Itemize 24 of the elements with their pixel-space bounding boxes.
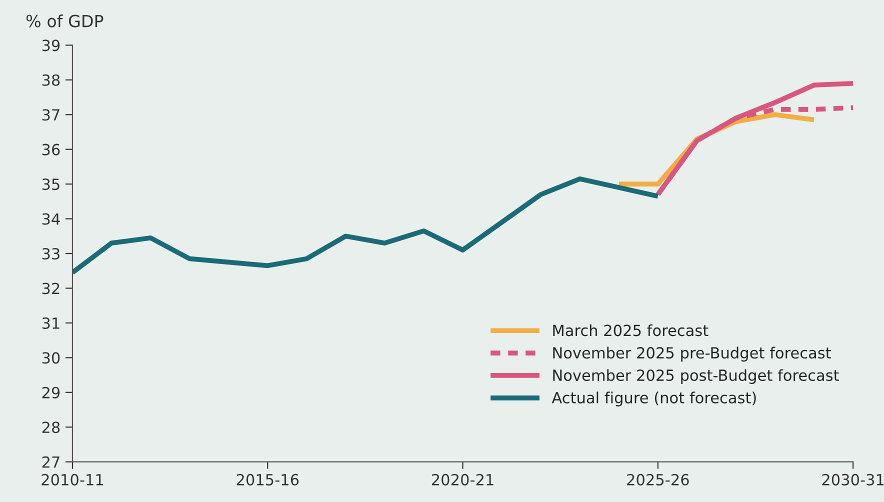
x-tick-label: 2030-31 xyxy=(822,474,884,486)
y-axis-title: % of GDP xyxy=(26,14,104,28)
y-tick-label: 29 xyxy=(42,386,60,398)
legend-label: November 2025 pre-Budget forecast xyxy=(553,346,831,362)
x-tick-label: 2010-11 xyxy=(42,474,103,486)
y-tick-label: 34 xyxy=(42,213,60,225)
legend-label: March 2025 forecast xyxy=(553,324,708,336)
y-tick-label: 27 xyxy=(42,456,60,468)
y-tick-label: 38 xyxy=(42,74,60,86)
y-tick-label: 37 xyxy=(42,109,60,121)
x-tick-label: 2020-21 xyxy=(432,474,494,486)
y-tick-label: 39 xyxy=(42,40,60,52)
y-tick-label: 33 xyxy=(42,248,60,260)
y-tick-label: 28 xyxy=(42,422,60,434)
line-series xyxy=(72,176,660,276)
legend-label: November 2025 post-Budget forecast xyxy=(553,369,839,384)
y-tick-label: 31 xyxy=(42,317,60,329)
x-tick-label: 2015-16 xyxy=(236,474,299,486)
x-tick-label: 2025-26 xyxy=(627,474,689,486)
y-tick-label: 32 xyxy=(42,282,60,294)
legend-label: Actual figure (not forecast) xyxy=(552,392,756,406)
y-tick-label: 36 xyxy=(42,144,60,156)
y-tick-label: 35 xyxy=(42,178,60,190)
y-tick-label: 30 xyxy=(42,352,60,364)
